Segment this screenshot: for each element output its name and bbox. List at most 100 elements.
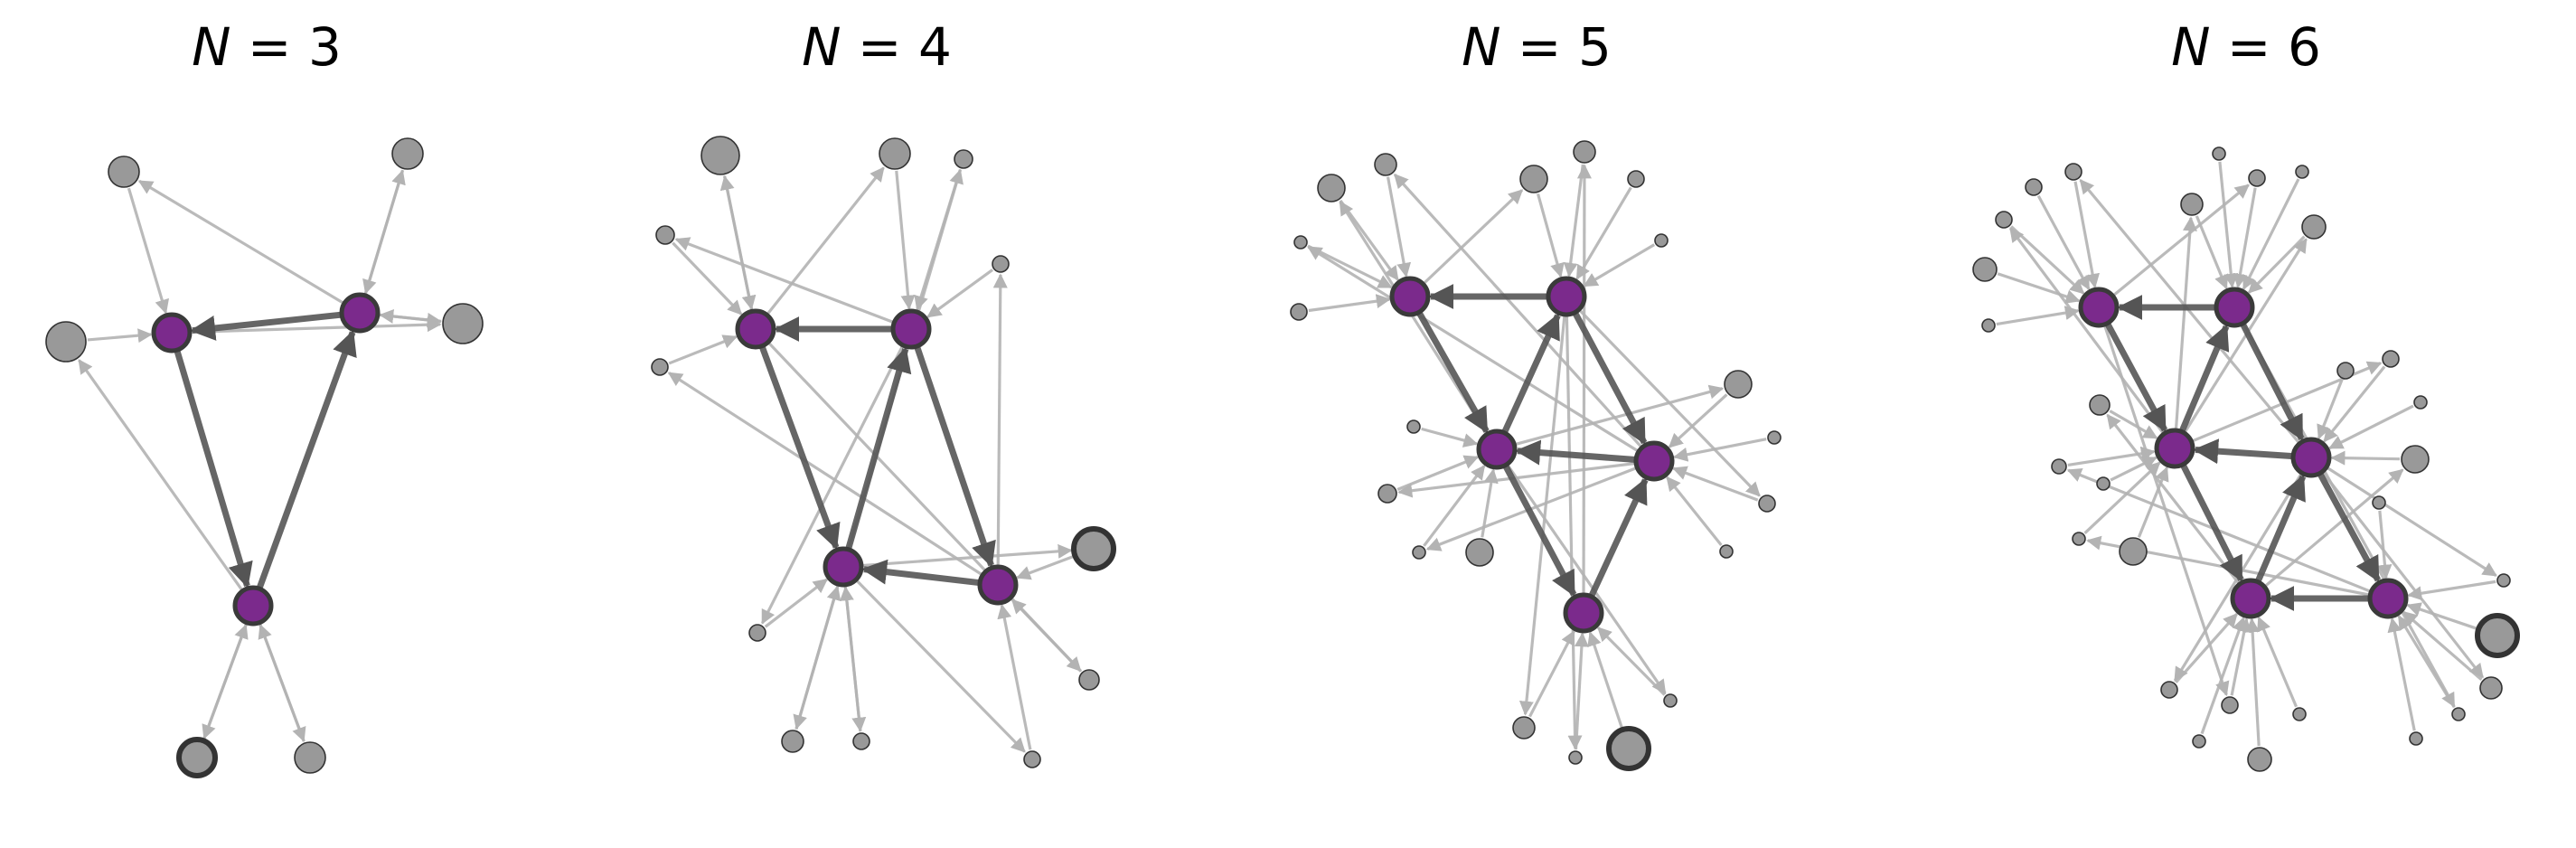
core-edge [1416,312,1490,434]
peripheral-node [2248,169,2266,187]
peripheral-edge [2195,215,2229,290]
peripheral-edge [1996,306,2080,326]
peripheral-node [1406,419,1421,434]
peripheral-node [2051,458,2067,475]
peripheral-edge [2323,365,2386,443]
peripheral-node [108,155,140,188]
peripheral-edge [992,273,1008,566]
peripheral-edge [1672,466,1759,502]
peripheral-node [954,149,973,169]
core-node [890,308,932,350]
core-node [2154,428,2195,469]
peripheral-node [992,255,1010,273]
peripheral-edge [1386,176,1412,278]
peripheral-edge [1423,189,1524,285]
peripheral-edge [1423,465,1486,547]
peripheral-edge [2322,472,2485,679]
core-node [2214,287,2255,328]
peripheral-node [2221,696,2239,714]
peripheral-node [1627,170,1645,188]
peripheral-node [1023,750,1041,768]
core-node [339,292,381,334]
peripheral-node [2119,537,2148,566]
core-edge [845,346,912,549]
peripheral-edge [2330,450,2401,466]
core-edge [861,559,979,586]
peripheral-edge [2067,446,2156,467]
peripheral-node [1290,303,1308,321]
peripheral-edge [843,586,867,732]
peripheral-edge [719,174,754,310]
peripheral-node [2096,476,2111,491]
peripheral-node [2247,747,2272,772]
peripheral-edge [2079,178,2300,444]
peripheral-node [391,137,424,170]
core-node [823,546,864,588]
peripheral-node [1654,233,1669,248]
peripheral-node [781,730,804,753]
core-edge [257,329,357,589]
peripheral-node [2089,394,2111,416]
peripheral-edge [2328,404,2414,450]
core-node [151,312,193,353]
peripheral-edge [87,328,153,344]
peripheral-node [1995,211,2013,229]
peripheral-edge [363,169,406,295]
core-node [1546,276,1587,317]
peripheral-edge [667,372,982,576]
core-edge [190,311,341,341]
peripheral-edge [379,312,442,327]
peripheral-edge [137,179,343,305]
peripheral-edge [2113,184,2250,297]
peripheral-edge [191,317,442,334]
peripheral-node [1568,750,1583,765]
peripheral-edge [259,624,306,742]
peripheral-node [2451,707,2466,721]
peripheral-node [2413,395,2428,410]
peripheral-edge [1016,554,1075,580]
peripheral-edge [768,342,1082,673]
peripheral-node [1981,318,1996,333]
core-edge [759,346,841,551]
peripheral-edge [1518,316,1566,716]
peripheral-node [2496,573,2511,588]
peripheral-node [176,737,218,778]
peripheral-node [1293,235,1308,250]
peripheral-edge [1668,393,1728,448]
peripheral-edge [2175,612,2238,683]
peripheral-edge [2402,610,2483,682]
peripheral-node [2025,178,2043,196]
core-edge [2105,323,2168,433]
peripheral-edge [1565,316,1583,750]
peripheral-node [879,137,911,170]
core-edge [1501,313,1561,433]
peripheral-node [1767,430,1782,445]
peripheral-node [1374,153,1397,176]
peripheral-edge [2008,227,2165,434]
peripheral-node [2212,146,2226,161]
peripheral-edge [1587,631,1623,729]
peripheral-node [2180,193,2204,216]
peripheral-node [1719,544,1734,559]
peripheral-node [2409,731,2423,746]
peripheral-node [1758,495,1776,513]
peripheral-edge [127,187,169,315]
peripheral-edge [2200,617,2246,735]
peripheral-node [1317,174,1346,203]
peripheral-node [2336,362,2355,380]
peripheral-edge [764,578,829,628]
peripheral-node [1972,257,1998,282]
core-node [2078,287,2120,328]
core-node [1389,276,1431,317]
peripheral-edge [1575,186,1632,280]
core-node [2367,578,2409,619]
peripheral-node [2295,165,2309,179]
peripheral-edge [2174,216,2197,429]
peripheral-node [2292,707,2307,721]
peripheral-node [651,358,669,376]
core-edge [2193,438,2292,465]
peripheral-node [852,732,870,750]
peripheral-edge [2257,616,2298,708]
peripheral-edge [997,603,1032,750]
